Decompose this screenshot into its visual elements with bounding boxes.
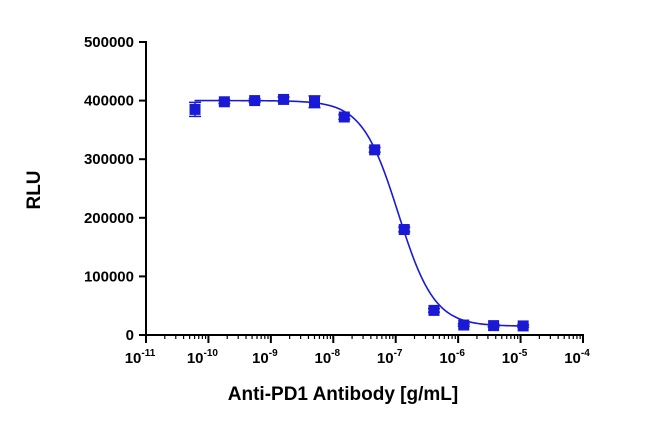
y-tick-label: 100000 [84, 268, 134, 285]
x-tick-label: 10-8 [314, 348, 340, 367]
fit-curve [194, 99, 524, 327]
data-point [218, 96, 231, 108]
data-point-marker [369, 144, 381, 156]
data-point-marker [428, 304, 440, 316]
data-point-marker [218, 96, 230, 108]
x-tick-base: 10 [252, 350, 269, 367]
data-point-marker [189, 103, 201, 115]
data-point [338, 111, 351, 123]
x-tick-exponent: -9 [269, 348, 278, 359]
y-tick-label: 200000 [84, 210, 134, 227]
x-axis-title: Anti-PD1 Antibody [g/mL] [228, 384, 458, 405]
x-tick-base: 10 [377, 350, 394, 367]
x-tick-exponent: -10 [204, 348, 219, 359]
fit-curve-group [194, 99, 524, 327]
data-point [487, 320, 500, 332]
x-tick-exponent: -6 [456, 348, 465, 359]
data-point-marker [398, 224, 410, 236]
x-tick-label: 10-6 [439, 348, 465, 367]
y-tick-label: 0 [126, 327, 134, 344]
x-tick-label: 10-11 [125, 348, 156, 367]
data-point [308, 95, 321, 109]
axes [139, 41, 584, 343]
x-tick-base: 10 [314, 350, 331, 367]
data-point-marker [308, 96, 320, 108]
x-tick-base: 10 [564, 350, 581, 367]
x-tick-base: 10 [125, 350, 142, 367]
data-point-marker [488, 320, 500, 332]
x-tick-base: 10 [187, 350, 204, 367]
data-point [368, 144, 381, 156]
data-point [427, 304, 440, 316]
data-points-group [189, 93, 530, 332]
data-point-marker [338, 111, 350, 123]
data-point [277, 93, 290, 105]
x-tick-exponent: -5 [518, 348, 527, 359]
y-tick-label: 300000 [84, 151, 134, 168]
x-tick-base: 10 [439, 350, 456, 367]
y-tick-label: 500000 [84, 34, 134, 51]
x-tick-label: 10-4 [564, 348, 590, 367]
data-point-marker [517, 320, 529, 332]
x-tick-base: 10 [502, 350, 519, 367]
x-tick-exponent: -8 [331, 348, 340, 359]
x-tick-label: 10-10 [187, 348, 219, 367]
data-point [189, 101, 202, 118]
y-tick-label: 400000 [84, 93, 134, 110]
x-tick-exponent: -4 [581, 348, 590, 359]
x-tick-exponent: -11 [141, 348, 155, 359]
data-point [457, 319, 470, 331]
x-tick-label: 10-9 [252, 348, 278, 367]
data-point-marker [278, 93, 290, 105]
y-axis-title: RLU [24, 170, 45, 209]
data-point [398, 224, 411, 236]
data-point [248, 95, 261, 107]
x-tick-exponent: -7 [394, 348, 403, 359]
data-point-marker [249, 95, 261, 107]
x-tick-label: 10-7 [377, 348, 403, 367]
x-tick-label: 10-5 [502, 348, 528, 367]
data-point [517, 320, 530, 332]
data-point-marker [458, 319, 470, 331]
